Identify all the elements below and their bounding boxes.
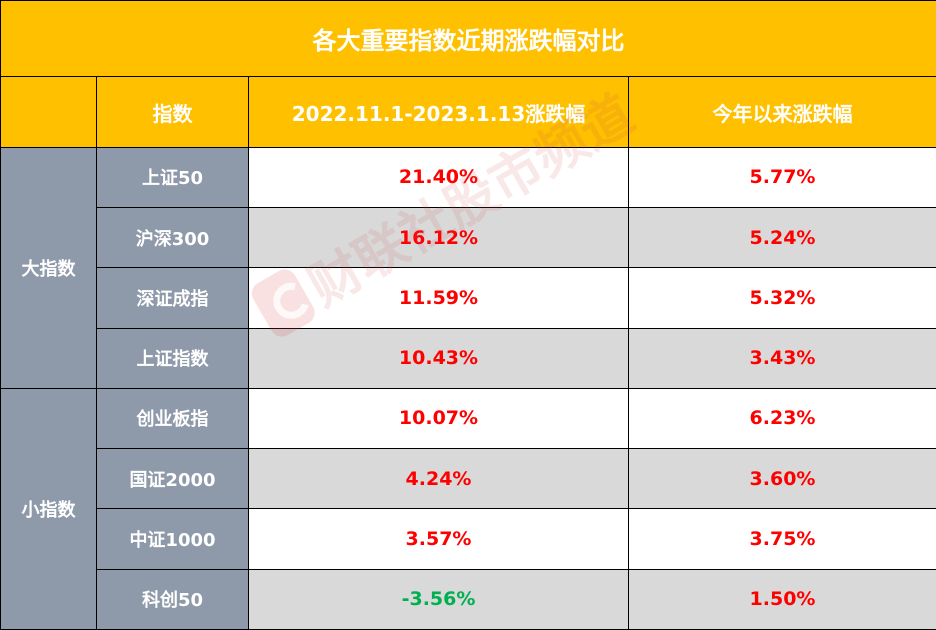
- ytd-change-value: 3.60%: [628, 448, 936, 510]
- header-period-change: 2022.11.1-2023.1.13涨跌幅: [248, 76, 629, 148]
- table-row: 科创50 -3.56% 1.50%: [1, 568, 936, 630]
- period-change-value: 3.57%: [248, 508, 629, 570]
- period-change-value: 10.07%: [248, 387, 629, 450]
- table-row: 深证成指 11.59% 5.32%: [1, 267, 936, 329]
- index-name: 上证50: [96, 146, 249, 208]
- period-change-value: -3.56%: [248, 568, 629, 630]
- period-change-value: 10.43%: [248, 327, 629, 389]
- table-row: 沪深300 16.12% 5.24%: [1, 206, 936, 269]
- index-name: 深证成指: [96, 267, 249, 329]
- index-name: 国证2000: [96, 448, 249, 510]
- index-name: 科创50: [96, 568, 249, 630]
- period-change-value: 21.40%: [248, 146, 629, 208]
- table-row: 小指数 创业板指 10.07% 6.23%: [0, 387, 936, 630]
- ytd-change-value: 5.32%: [628, 267, 936, 329]
- table-row: 中证1000 3.57% 3.75%: [1, 508, 936, 570]
- table-row: 国证2000 4.24% 3.60%: [1, 448, 936, 510]
- index-name: 沪深300: [96, 206, 249, 269]
- group-label-large: 大指数: [0, 146, 97, 389]
- period-change-value: 16.12%: [248, 206, 629, 269]
- ytd-change-value: 5.24%: [628, 206, 936, 269]
- header-ytd-change: 今年以来涨跌幅: [628, 76, 936, 148]
- period-change-value: 11.59%: [248, 267, 629, 329]
- index-name: 创业板指: [96, 387, 249, 450]
- ytd-change-value: 1.50%: [628, 568, 936, 630]
- table-row: 大指数 上证50 21.40% 5.77%: [0, 146, 936, 389]
- ytd-change-value: 3.75%: [628, 508, 936, 570]
- period-change-value: 4.24%: [248, 448, 629, 510]
- index-name: 上证指数: [96, 327, 249, 389]
- group-label-small: 小指数: [0, 387, 97, 630]
- ytd-change-value: 3.43%: [628, 327, 936, 389]
- index-name: 中证1000: [96, 508, 249, 570]
- ytd-change-value: 5.77%: [628, 146, 936, 208]
- header-index: 指数: [96, 76, 249, 148]
- table-title: 各大重要指数近期涨跌幅对比: [0, 0, 936, 78]
- ytd-change-value: 6.23%: [628, 387, 936, 450]
- table-row: 上证指数 10.43% 3.43%: [1, 327, 936, 389]
- header-group: [0, 76, 97, 148]
